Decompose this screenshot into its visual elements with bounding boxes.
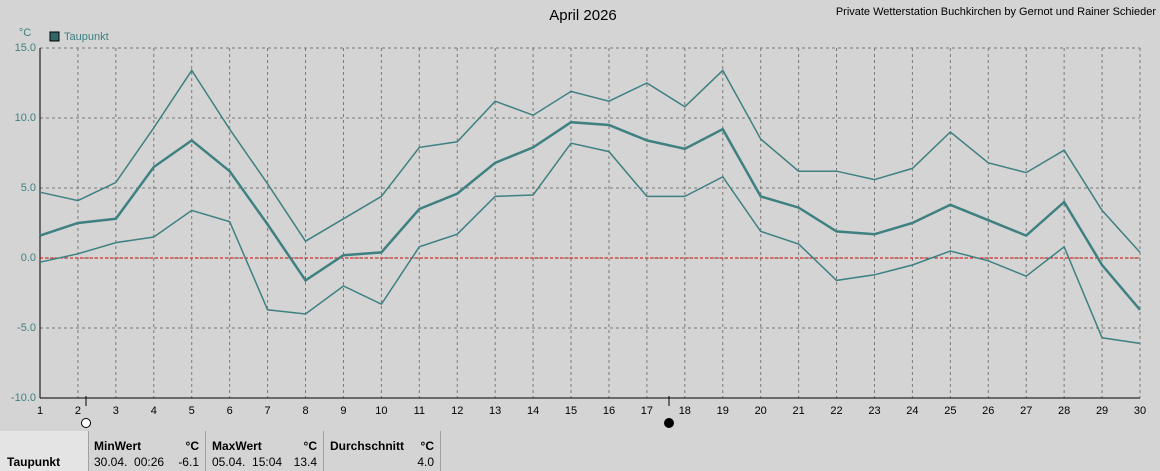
x-tick-label: 11: [414, 405, 425, 417]
y-axis-unit: °C: [19, 27, 31, 39]
x-tick-label: 20: [755, 405, 767, 417]
stats-value: 13.4: [293, 455, 317, 469]
x-tick-label: 26: [982, 405, 994, 417]
x-tick-label: 5: [189, 405, 195, 417]
stats-unit: °C: [303, 439, 317, 453]
data-line: [39, 69, 1141, 253]
x-tick-label: 17: [641, 405, 653, 417]
x-tick-label: 8: [302, 405, 308, 417]
y-tick-label: 5.0: [21, 182, 36, 194]
x-tick-label: 7: [265, 405, 271, 417]
stats-header: MinWert: [94, 439, 142, 453]
x-tick-label: 2: [75, 405, 81, 417]
x-tick-label: 29: [1096, 405, 1108, 417]
x-tick-label: 28: [1058, 405, 1070, 417]
x-tick-label: 23: [868, 405, 880, 417]
full-moon-icon: [81, 418, 91, 428]
y-tick-label: 0.0: [21, 252, 36, 264]
x-tick-label: 15: [565, 405, 577, 417]
x-tick-label: 9: [340, 405, 346, 417]
stats-cell: MaxWert °C 05.04. 15:04 13.4: [205, 431, 323, 471]
x-tick-label: 4: [151, 405, 157, 417]
x-tick-label: 13: [489, 405, 501, 417]
stats-label: Taupunkt: [7, 455, 61, 469]
x-tick-label: 1: [37, 405, 43, 417]
stats-time: 30.04. 00:26: [94, 455, 165, 469]
stats-cell: Durchschnitt °C 4.0: [323, 431, 441, 471]
x-tick-label: 12: [451, 405, 463, 417]
x-tick-label: 21: [792, 405, 804, 417]
x-tick-label: 18: [679, 405, 691, 417]
x-tick-label: 10: [375, 405, 387, 417]
y-tick-label: -10.0: [11, 392, 36, 404]
stats-unit: °C: [420, 439, 434, 453]
stats-value: -6.1: [178, 455, 199, 469]
chart: April 2026 Private Wetterstation Buchkir…: [11, 6, 1157, 428]
legend-swatch: [49, 31, 60, 42]
stats-table: Taupunkt MinWert °C 30.04. 00:26 -6.1 Ma…: [0, 431, 1160, 471]
x-tick-label: 16: [603, 405, 615, 417]
chart-title: April 2026: [549, 7, 617, 24]
x-tick-label: 14: [527, 405, 539, 417]
x-tick-label: 25: [944, 405, 956, 417]
x-tick-label: 27: [1020, 405, 1032, 417]
legend-label: Taupunkt: [64, 31, 109, 43]
y-tick-label: 10.0: [15, 112, 36, 124]
y-tick-label: -5.0: [17, 322, 36, 334]
stats-label-cell: Taupunkt: [0, 431, 88, 471]
new-moon-icon: [664, 418, 674, 428]
stats-header: Durchschnitt: [330, 439, 405, 453]
data-line: [39, 120, 1141, 311]
x-tick-label: 19: [717, 405, 729, 417]
x-tick-label: 22: [830, 405, 842, 417]
y-tick-label: 15.0: [15, 42, 36, 54]
x-tick-label: 6: [227, 405, 233, 417]
stats-value: 4.0: [417, 455, 434, 469]
data-line: [39, 142, 1141, 345]
stats-header: MaxWert: [212, 439, 262, 453]
x-tick-label: 3: [113, 405, 119, 417]
x-tick-label: 24: [906, 405, 918, 417]
stats-time: 05.04. 15:04: [212, 455, 283, 469]
chart-subtitle: Private Wetterstation Buchkirchen by Ger…: [836, 6, 1157, 18]
stats-unit: °C: [185, 439, 199, 453]
stats-cell: MinWert °C 30.04. 00:26 -6.1: [88, 431, 205, 471]
x-tick-label: 30: [1134, 405, 1146, 417]
